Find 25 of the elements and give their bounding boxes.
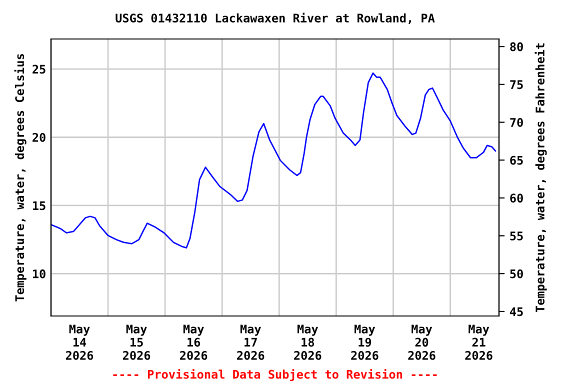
y-tick-label: 25 [32,64,46,74]
y-tick-label: 10 [33,269,46,278]
y2-tick-label: 75 [510,80,523,90]
y-axis-title: Temperature, water, degrees Celsius [14,54,26,302]
y2-axis-title: Temperature, water, degrees Fahrenheit [534,43,547,312]
x-tick-label: May 18 2026 [294,324,322,360]
x-tick-label: May 19 2026 [351,324,378,360]
y2-tick-label: 50 [510,269,523,278]
y-tick-label: 15 [33,201,46,210]
line-series [51,72,496,248]
x-tick-label: May 17 2026 [237,324,264,360]
x-tick-label: May 16 2026 [180,324,208,360]
y2-tick-label: 65 [510,156,523,165]
y2-tick-label: 45 [510,307,523,316]
text: ---- Provisional Data Subject to Revision ---- [113,368,437,382]
y-tick-label: 20 [32,132,46,142]
x-tick-label: May 14 2026 [66,324,94,360]
x-tick-label: May 15 2026 [123,324,150,360]
y2-tick-label: 80 [510,42,523,52]
y2-tick-label: 70 [510,118,523,127]
y2-tick-label: 55 [510,232,523,240]
x-tick-label: May 20 2026 [408,324,436,360]
chart-title: USGS 01432110 Lackawaxen River at Rowland, PA [116,12,435,24]
y2-tick-label: 60 [510,194,523,203]
x-tick-label: May 21 2026 [465,324,492,360]
